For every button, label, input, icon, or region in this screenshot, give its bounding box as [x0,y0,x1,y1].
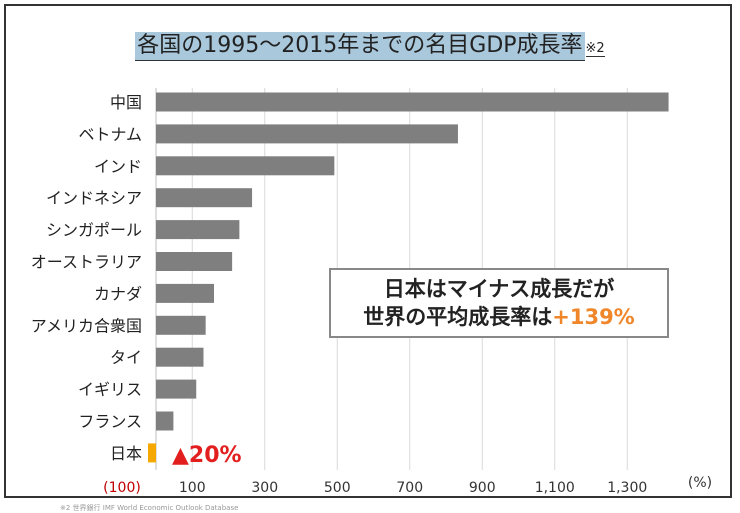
category-label: 中国 [110,93,142,112]
chart-title-wrap: 各国の1995～2015年までの名目GDP成長率 ※2 [0,32,740,61]
bar [156,283,214,303]
x-tick-label: 900 [469,480,496,496]
bar [156,156,335,176]
x-tick-label: 100 [179,480,206,496]
x-tick-label: 300 [251,480,278,496]
bar [156,92,669,112]
category-label: イギリス [78,380,142,399]
bar [156,379,197,399]
chart-title: 各国の1995～2015年までの名目GDP成長率 [135,32,585,61]
x-tick-label: 700 [396,480,423,496]
category-label: 日本 [110,444,142,463]
callout-average-value: +139% [552,305,635,329]
chart-frame [4,4,732,498]
chart-title-note: ※2 [585,41,605,57]
bar [156,347,204,367]
category-label: タイ [110,348,142,367]
data-label: ▲20% [172,443,242,468]
category-label: フランス [78,412,142,431]
x-unit-label: (%) [688,475,712,491]
callout-line-2-prefix: 世界の平均成長率は [363,305,553,329]
category-label: ベトナム [78,125,142,144]
bar-highlight [148,443,156,463]
bar [156,220,240,240]
category-label: インド [94,157,142,176]
category-label: シンガポール [46,221,142,240]
bar [156,315,206,335]
bar [156,252,233,271]
category-label: インドネシア [46,189,142,208]
bar [156,124,458,144]
callout-box: 日本はマイナス成長だが 世界の平均成長率は+139% [329,268,669,338]
x-tick-label: 500 [324,480,351,496]
callout-line-1: 日本はマイナス成長だが [383,277,615,301]
bar [156,188,253,208]
callout-line-2: 世界の平均成長率は+139% [331,303,667,331]
x-tick-label: 1,300 [607,480,647,496]
x-tick-label: 1,100 [535,480,575,496]
bar [156,411,174,431]
category-label: アメリカ合衆国 [31,316,142,335]
category-label: カナダ [94,284,142,303]
footer-note: ※2 世界銀行 IMF World Economic Outlook Datab… [60,504,239,512]
x-tick-label: (100) [103,480,141,496]
category-label: オーストラリア [31,253,142,272]
